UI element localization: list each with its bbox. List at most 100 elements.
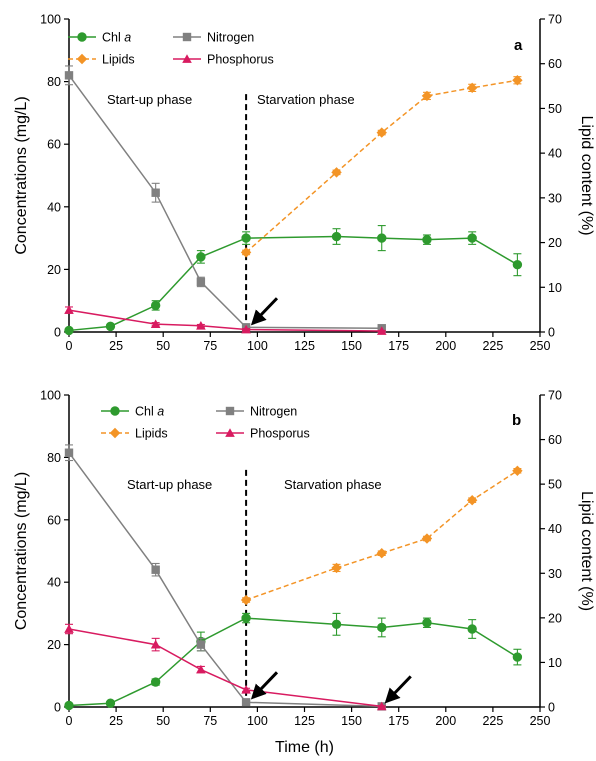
- data-point-nitrogen: [64, 448, 74, 457]
- legend-label-italic: a: [124, 31, 131, 45]
- data-point-lipids: [466, 494, 478, 506]
- data-point-phosphorus: [196, 320, 206, 330]
- y-tick-label-right: 60: [548, 433, 562, 447]
- data-point-lipids: [331, 167, 342, 178]
- data-point-lipids: [466, 82, 478, 94]
- y-tick-label-right: 30: [548, 191, 562, 205]
- legend-swatch-marker: [76, 53, 88, 65]
- x-tick-label: 250: [530, 714, 551, 728]
- data-point-phosphorus: [64, 624, 74, 633]
- x-tick-label: 125: [294, 339, 315, 353]
- x-tick-label: 25: [109, 714, 123, 728]
- x-tick-label: 50: [156, 714, 170, 728]
- legend-label-nitrogen: Nitrogen: [207, 31, 254, 45]
- panel-letter: a: [514, 37, 523, 54]
- x-tick-label: 250: [530, 339, 551, 353]
- y-tick-label-left: 20: [47, 263, 61, 277]
- legend-swatch-marker: [77, 32, 87, 42]
- data-point-chl: [422, 618, 432, 628]
- legend: Chl a Lipids Nitrogen Phosphorus: [68, 31, 274, 67]
- data-point-chl: [105, 321, 116, 332]
- y-axis-title-left: Concentrations (mg/L): [13, 472, 30, 630]
- phase-label-starvation: Starvation phase: [284, 477, 382, 492]
- series-phosphorus: [64, 305, 387, 335]
- data-point-chl: [150, 677, 161, 687]
- y-tick-label-right: 40: [548, 147, 562, 161]
- x-tick-label: 175: [388, 714, 409, 728]
- series-lipids: [240, 465, 523, 606]
- legend: Chl a Lipids Nitrogen Phosporus: [101, 405, 310, 441]
- data-point-chl: [241, 233, 251, 243]
- legend-label-nitrogen: Nitrogen: [250, 405, 297, 419]
- x-tick-label: 225: [482, 714, 503, 728]
- y-tick-label-right: 20: [548, 611, 562, 625]
- data-point-lipids: [331, 562, 342, 574]
- legend-label-main: Chl: [135, 405, 157, 419]
- data-point-chl: [467, 624, 477, 634]
- panel-b: 0 25 50 75 100 125 150 175 200 225 250020406080100…: [13, 389, 595, 757]
- data-point-nitrogen: [151, 188, 160, 197]
- x-tick-label: 225: [482, 339, 503, 353]
- legend-item-chl: Chl a: [68, 31, 131, 45]
- pointer-arrow: [250, 671, 279, 700]
- x-tick-label: 75: [203, 714, 217, 728]
- legend-swatch-marker: [109, 427, 121, 439]
- data-point-phosphorus: [196, 664, 206, 674]
- y-tick-label-right: 10: [548, 656, 562, 670]
- legend-item-nitrogen: Nitrogen: [216, 405, 297, 419]
- data-point-chl: [377, 622, 387, 633]
- y-tick-label-left: 0: [54, 326, 61, 340]
- data-point-lipids: [240, 247, 252, 258]
- y-tick-label-left: 60: [47, 138, 61, 152]
- y-axis-title-right: Lipid content (%): [578, 491, 595, 611]
- y-tick-label-left: 40: [47, 576, 61, 590]
- legend-swatch-marker: [182, 54, 192, 63]
- pointer-arrow: [384, 675, 412, 704]
- data-point-chl: [150, 300, 161, 311]
- y-tick-label-right: 10: [548, 281, 562, 295]
- data-point-lipids: [512, 75, 523, 86]
- y-axis-title-right: Lipid content (%): [578, 115, 595, 235]
- data-point-lipids: [240, 594, 252, 606]
- series-line-lipids: [245, 79, 518, 253]
- series-phosphorus: [64, 623, 387, 711]
- data-point-chl: [512, 260, 523, 270]
- x-tick-label: 25: [109, 339, 123, 353]
- phase-label-startup: Start-up phase: [127, 477, 212, 492]
- legend-item-nitrogen: Nitrogen: [173, 31, 254, 45]
- legend-swatch-marker: [225, 428, 235, 437]
- data-point-chl: [377, 233, 387, 243]
- legend-label-main: Chl: [102, 31, 124, 45]
- legend-label-phosphorus: Phosphorus: [207, 53, 274, 67]
- x-tick-label: 150: [341, 714, 362, 728]
- series-line-chl: [68, 235, 518, 332]
- y-tick-label-left: 80: [47, 75, 61, 89]
- y-tick-label-right: 0: [548, 701, 555, 715]
- data-point-chl: [422, 234, 432, 245]
- data-point-chl: [241, 613, 251, 623]
- panel-letter: b: [512, 412, 521, 429]
- x-tick-label: 75: [203, 339, 217, 353]
- x-axis-title: Time (h): [275, 739, 334, 756]
- y-tick-label-left: 40: [47, 200, 61, 214]
- series-lipids: [240, 75, 523, 258]
- pointer-arrow: [250, 297, 279, 326]
- series-line-lipids: [245, 470, 518, 601]
- y-tick-label-right: 40: [548, 522, 562, 536]
- legend-label-italic: a: [157, 405, 164, 419]
- panel-a: 0 25 50 75 100 125 150 175 200 225 250020406080100…: [13, 13, 595, 354]
- x-tick-label: 100: [247, 714, 268, 728]
- series-line-phosphorus: [68, 628, 382, 708]
- data-point-chl: [331, 231, 342, 242]
- x-tick-label: 200: [435, 339, 456, 353]
- series-line-chl: [68, 617, 518, 707]
- data-point-nitrogen: [196, 277, 206, 287]
- data-point-lipids: [421, 533, 433, 544]
- legend-item-phosphorus: Phosphorus: [173, 53, 274, 67]
- y-tick-label-right: 70: [548, 389, 562, 403]
- y-tick-label-left: 100: [40, 389, 61, 403]
- data-point-phosphorus: [376, 326, 387, 335]
- y-tick-label-right: 20: [548, 236, 562, 250]
- data-point-nitrogen: [64, 71, 74, 80]
- data-point-chl: [64, 700, 74, 711]
